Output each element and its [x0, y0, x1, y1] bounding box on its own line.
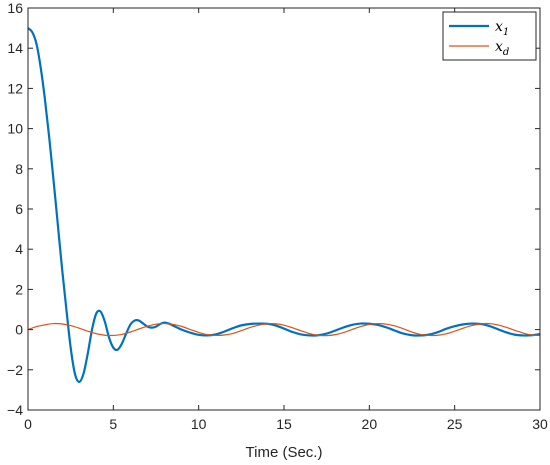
- y-tick-label-4: 4: [15, 241, 23, 257]
- x-tick-label-0: 0: [24, 416, 32, 432]
- y-tick-label-0: −4: [7, 402, 23, 418]
- axes-box: [27, 7, 541, 411]
- y-tick-label-7: 10: [7, 121, 23, 137]
- x-tick-label-3: 15: [276, 416, 292, 432]
- y-tick-label-8: 12: [7, 80, 23, 96]
- x-axis-label: Time (Sec.): [246, 444, 323, 461]
- y-tick-label-2: 0: [15, 322, 23, 338]
- x-tick-label-2: 10: [191, 416, 207, 432]
- x-tick-label-1: 5: [109, 416, 117, 432]
- legend-box: [442, 11, 537, 61]
- x-tick-label-5: 25: [447, 416, 463, 432]
- y-tick-label-6: 8: [15, 161, 23, 177]
- y-tick-label-9: 14: [7, 40, 23, 56]
- legend-label-xd: xd: [495, 39, 509, 58]
- tick-labels-layer: 0 5 10 15 20 25 30 −4 −2 0 2 4 6 8 10 12 14 16: [7, 0, 548, 432]
- x-tick-label-6: 30: [532, 416, 548, 432]
- y-tick-label-3: 2: [15, 281, 23, 297]
- ticks-layer: [27, 7, 541, 411]
- y-tick-label-5: 6: [15, 201, 23, 217]
- legend-label-x1: x1: [495, 19, 509, 38]
- series-line-x1: [28, 27, 540, 383]
- x-tick-label-4: 20: [362, 416, 378, 432]
- y-tick-label-10: 16: [7, 0, 23, 16]
- y-tick-label-1: −2: [7, 362, 23, 378]
- series-layer: [28, 27, 540, 383]
- series-line-xd: [28, 322, 540, 337]
